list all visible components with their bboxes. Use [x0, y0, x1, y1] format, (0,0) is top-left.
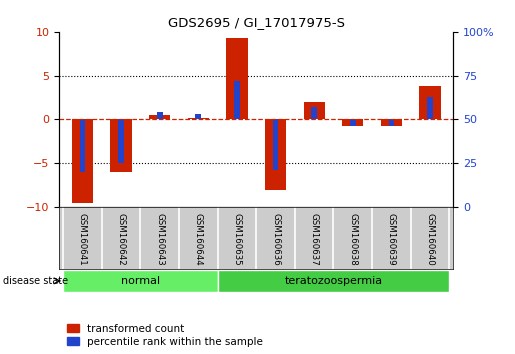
Bar — [149, 115, 170, 120]
Text: GSM160639: GSM160639 — [387, 213, 396, 266]
Bar — [217, 270, 449, 292]
Bar — [63, 270, 217, 292]
Bar — [303, 102, 325, 120]
Legend: transformed count, percentile rank within the sample: transformed count, percentile rank withi… — [64, 321, 265, 349]
Text: GSM160640: GSM160640 — [425, 213, 435, 266]
Bar — [350, 120, 356, 126]
Text: GSM160644: GSM160644 — [194, 213, 203, 266]
Title: GDS2695 / GI_17017975-S: GDS2695 / GI_17017975-S — [168, 16, 345, 29]
Text: GSM160643: GSM160643 — [155, 213, 164, 266]
Bar — [419, 86, 441, 120]
Bar — [195, 114, 201, 120]
Bar — [226, 38, 248, 120]
Text: disease state: disease state — [3, 276, 67, 286]
Text: GSM160641: GSM160641 — [78, 213, 87, 266]
Bar — [265, 120, 286, 190]
Bar — [388, 120, 394, 126]
Bar — [311, 107, 317, 120]
Bar — [342, 120, 364, 126]
Text: normal: normal — [121, 276, 160, 286]
Bar — [427, 97, 433, 120]
Bar — [234, 81, 240, 120]
Text: GSM160635: GSM160635 — [232, 213, 242, 266]
Text: GSM160642: GSM160642 — [116, 213, 126, 266]
Bar — [381, 120, 402, 126]
Text: GSM160638: GSM160638 — [348, 213, 357, 266]
Bar — [272, 120, 279, 170]
Text: GSM160636: GSM160636 — [271, 213, 280, 266]
Bar — [72, 120, 93, 203]
Bar — [118, 120, 124, 163]
Bar — [110, 120, 132, 172]
Bar — [157, 113, 163, 120]
Bar — [79, 120, 85, 172]
Text: teratozoospermia: teratozoospermia — [284, 276, 383, 286]
Bar — [187, 118, 209, 120]
Text: GSM160637: GSM160637 — [310, 213, 319, 266]
